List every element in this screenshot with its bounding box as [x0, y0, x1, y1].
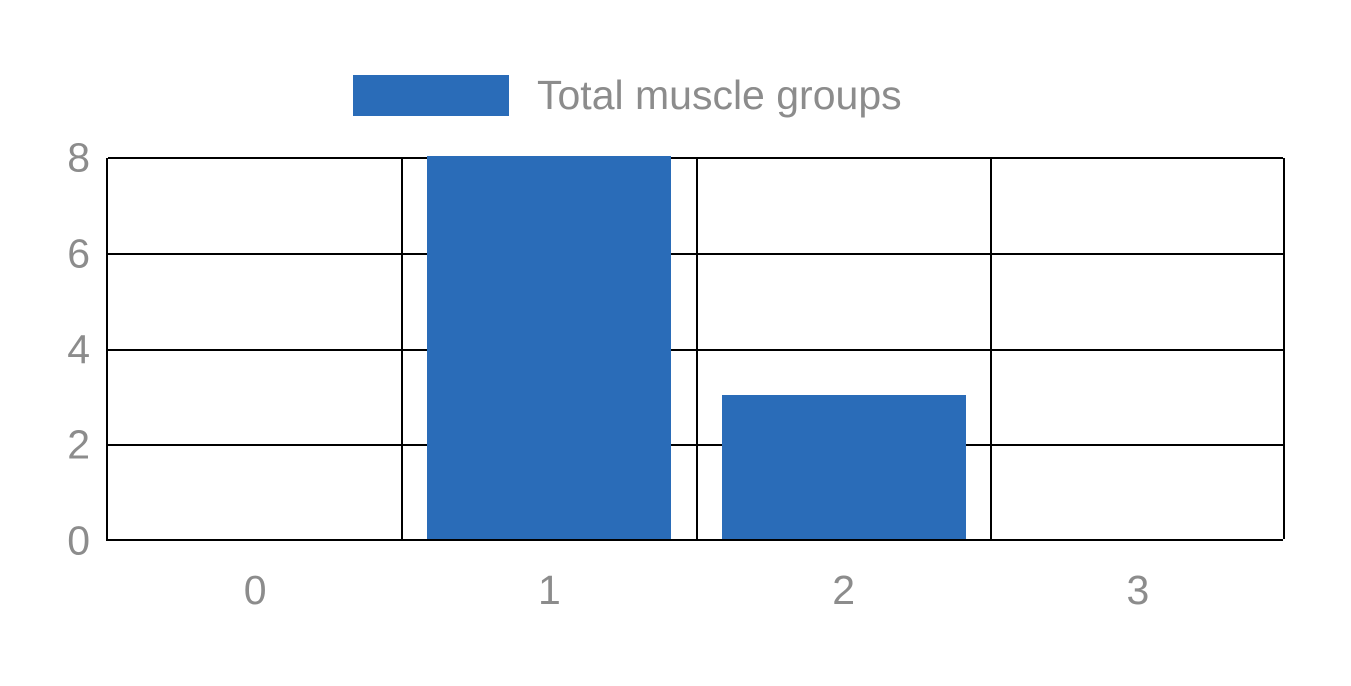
- gridline-vertical: [1283, 158, 1285, 539]
- y-tick-label: 0: [67, 518, 108, 565]
- legend-swatch: [353, 75, 509, 116]
- gridline-vertical: [401, 158, 403, 539]
- x-tick-label: 0: [244, 539, 267, 614]
- y-tick-label: 8: [67, 135, 108, 182]
- y-tick-label: 6: [67, 230, 108, 277]
- x-tick-label: 3: [1126, 539, 1149, 614]
- gridline-vertical: [990, 158, 992, 539]
- bar: [722, 395, 966, 539]
- legend: Total muscle groups: [353, 72, 902, 119]
- bar-chart: Total muscle groups 024680123: [0, 0, 1351, 686]
- bar: [427, 156, 671, 539]
- plot-area: 024680123: [106, 158, 1283, 541]
- y-tick-label: 2: [67, 422, 108, 469]
- y-tick-label: 4: [67, 326, 108, 373]
- legend-label: Total muscle groups: [537, 72, 902, 119]
- gridline-vertical: [696, 158, 698, 539]
- x-tick-label: 2: [832, 539, 855, 614]
- x-tick-label: 1: [538, 539, 561, 614]
